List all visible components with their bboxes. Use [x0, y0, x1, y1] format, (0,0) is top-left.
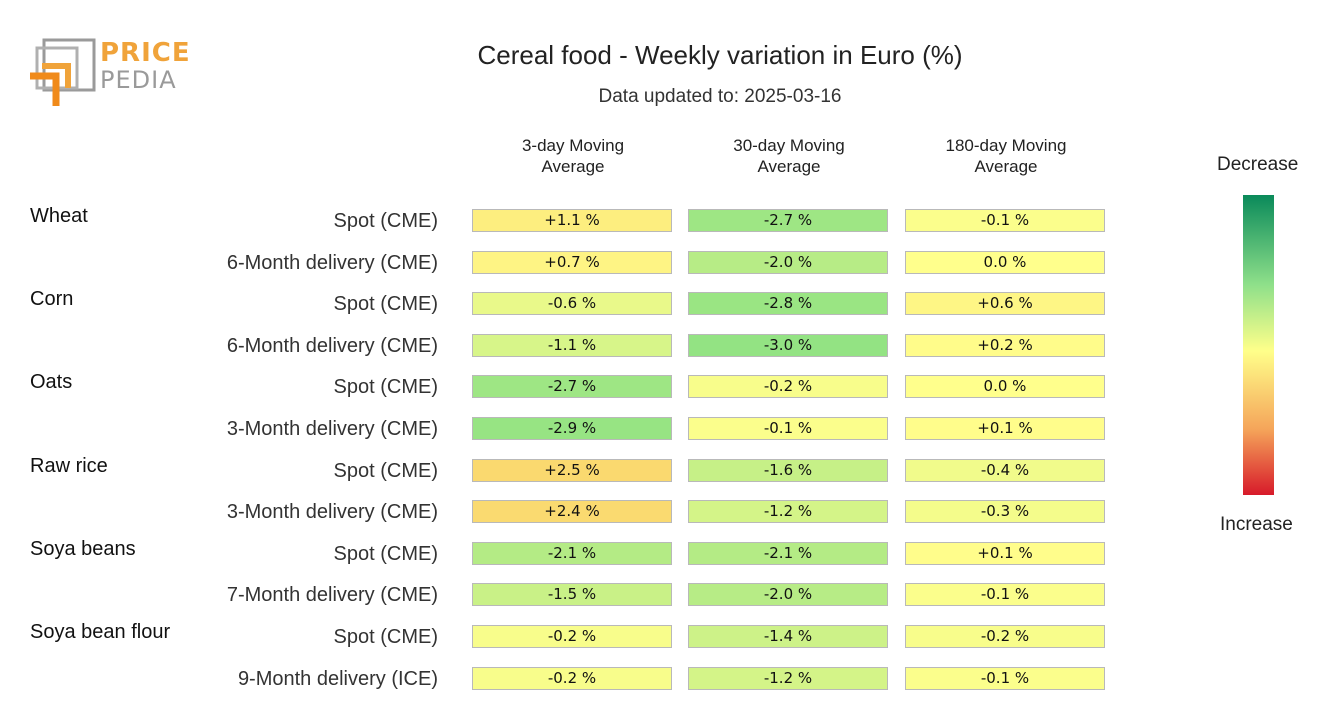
row-label: 3-Month delivery (CME): [226, 418, 438, 440]
data-cell: -3.0 %: [688, 333, 888, 357]
data-cell: -0.4 %: [905, 458, 1105, 482]
row-label: 6-Month delivery (CME): [226, 251, 438, 274]
row-label: 9-Month delivery (ICE): [237, 667, 438, 690]
logo-text-price: PRICE: [100, 38, 191, 68]
data-cell: -2.1 %: [472, 541, 672, 565]
group-label-oats: Oats: [30, 371, 73, 394]
data-cell: -1.6 %: [688, 458, 888, 482]
pricepedia-logo: PRICE PEDIA: [28, 36, 198, 116]
group-label-soya-beans: Soya beans: [30, 537, 136, 560]
row-label: Spot (CME): [333, 293, 438, 316]
chart-title: Cereal food - Weekly variation in Euro (…: [477, 40, 963, 70]
data-cell: +0.1 %: [905, 417, 1105, 440]
logo-mark-icon: [30, 38, 96, 106]
data-cell: -0.6 %: [472, 292, 672, 316]
data-cell: -2.0 %: [688, 250, 888, 274]
column-header-3: 180-day Moving Average: [945, 136, 1067, 176]
row-label: 7-Month delivery (CME): [226, 584, 438, 607]
data-cell: +2.5 %: [472, 458, 672, 482]
data-cell: -1.4 %: [688, 625, 888, 648]
data-cell: +2.4 %: [472, 500, 672, 524]
row-label: Spot (CME): [333, 459, 438, 482]
group-label-raw-rice: Raw rice: [30, 454, 108, 477]
data-cell: -2.0 %: [688, 583, 888, 607]
data-cell: -2.7 %: [472, 375, 672, 399]
logo-text-pedia: PEDIA: [100, 66, 177, 94]
data-cell: -0.2 %: [905, 625, 1105, 648]
row-label: Spot (CME): [333, 626, 438, 648]
legend-increase-label: Increase: [1220, 514, 1293, 535]
column-header-2: 30-day Moving Average: [733, 136, 845, 176]
data-cell: -1.2 %: [688, 500, 888, 524]
data-cell: -0.2 %: [472, 625, 672, 648]
group-label-wheat: Wheat: [30, 205, 88, 227]
data-cell: -1.2 %: [688, 666, 888, 690]
data-cell: -2.8 %: [688, 292, 888, 316]
row-label: Spot (CME): [333, 542, 438, 565]
data-cell: -0.1 %: [688, 417, 888, 440]
data-cell: -1.1 %: [472, 333, 672, 357]
row-label: Spot (CME): [333, 210, 438, 232]
data-cell: +0.2 %: [905, 333, 1105, 357]
data-cell: -0.1 %: [905, 666, 1105, 690]
legend-colorbar: [1243, 195, 1274, 495]
row-label: 6-Month delivery (CME): [226, 334, 438, 357]
data-cell: 0.0 %: [905, 375, 1105, 399]
data-cell: +0.7 %: [472, 250, 672, 274]
legend-gradient-rect: [1243, 195, 1274, 495]
data-cell: +0.1 %: [905, 541, 1105, 565]
data-cell: -0.1 %: [905, 209, 1105, 232]
data-cell: +0.6 %: [905, 292, 1105, 316]
row-label: 3-Month delivery (CME): [226, 501, 438, 524]
column-header-1: 3-day Moving Average: [521, 136, 625, 176]
data-cell: -1.5 %: [472, 583, 672, 607]
data-cell: -0.1 %: [905, 583, 1105, 607]
row-label: Spot (CME): [333, 376, 438, 399]
data-cell: +1.1 %: [472, 209, 672, 232]
data-cell: -0.2 %: [472, 666, 672, 690]
data-cell: -2.1 %: [688, 541, 888, 565]
data-cell: -2.7 %: [688, 209, 888, 232]
data-cell: 0.0 %: [905, 250, 1105, 274]
chart-subtitle: Data updated to: 2025-03-16: [598, 86, 842, 107]
data-cell: -2.9 %: [472, 417, 672, 440]
data-cell: -0.3 %: [905, 500, 1105, 524]
group-label-soya-bean-flour: Soya bean flour: [30, 621, 171, 643]
group-label-corn: Corn: [30, 288, 74, 311]
legend-decrease-label: Decrease: [1217, 154, 1299, 175]
data-cell: -0.2 %: [688, 375, 888, 399]
